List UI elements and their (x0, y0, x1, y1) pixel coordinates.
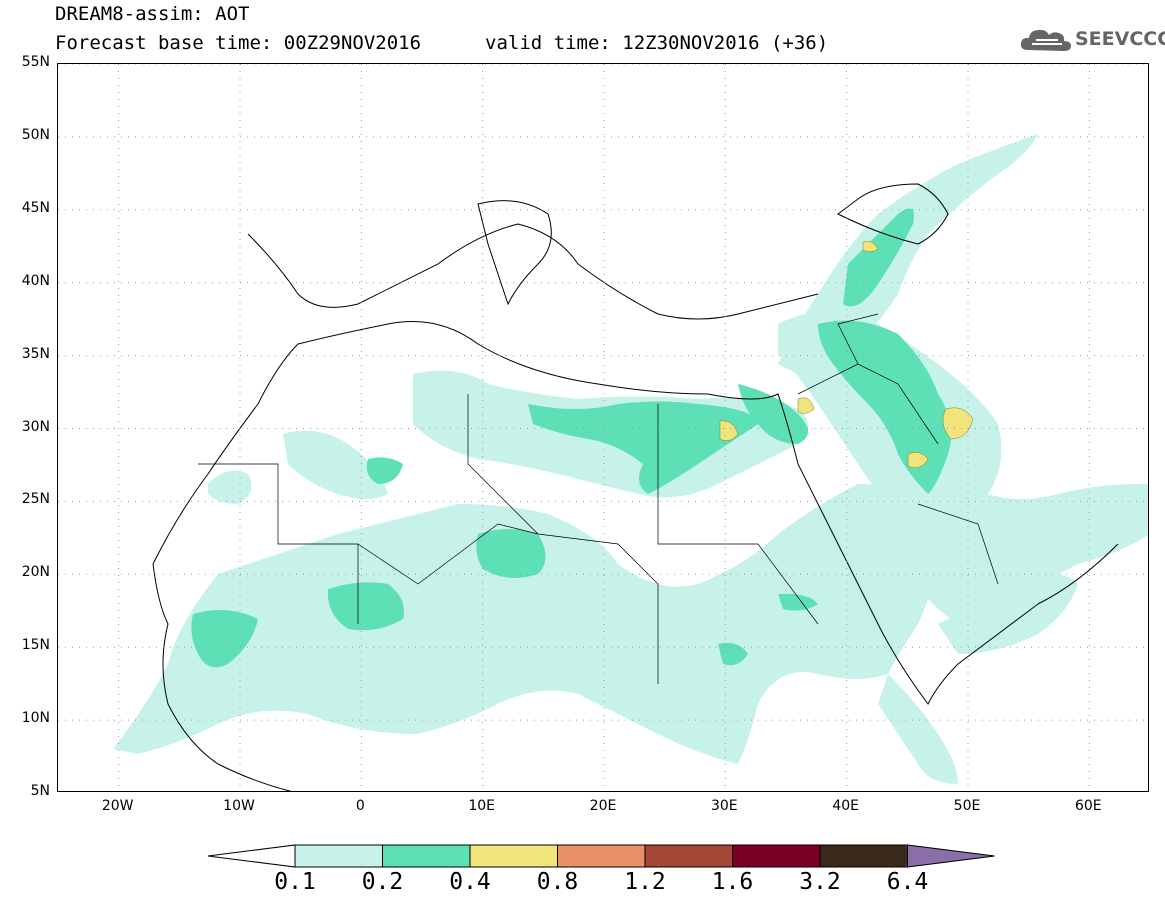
lat-label: 30N (21, 418, 50, 435)
valid-time: valid time: 12Z30NOV2016 (+36) (485, 32, 829, 54)
lon-label: 10E (468, 798, 495, 814)
lon-label: 0 (355, 798, 365, 814)
colorbar-label: 0.1 (274, 869, 316, 895)
colorbar-segment (557, 844, 646, 868)
lat-label: 45N (21, 199, 50, 216)
colorbar-segment (644, 844, 733, 868)
colorbar-segment (382, 844, 471, 868)
lat-label: 40N (21, 272, 50, 289)
map-panel (57, 63, 1149, 792)
colorbar-segment (732, 844, 821, 868)
lon-label: 40E (832, 798, 859, 814)
lon-label: 20E (589, 798, 617, 814)
aot-level-0.2 (191, 208, 952, 668)
colorbar-label: 0.2 (361, 869, 404, 895)
aot-map (58, 64, 1148, 791)
colorbar-segment (469, 844, 558, 868)
colorbar-label: 3.2 (799, 869, 841, 895)
lat-label: 50N (21, 126, 50, 143)
colorbar-label: 0.8 (536, 869, 579, 895)
cloud-icon (1020, 29, 1071, 51)
colorbar-over-triangle (907, 844, 995, 868)
colorbar-label: 6.4 (886, 869, 929, 895)
lat-label: 10N (21, 710, 50, 727)
colorbar-label: 0.4 (449, 869, 491, 895)
coastlines (152, 183, 1119, 791)
colorbar-label: 1.6 (711, 869, 754, 895)
lat-label: 5N (30, 783, 50, 799)
colorbar-under-triangle (207, 844, 296, 868)
colorbar-segment (819, 844, 908, 868)
lat-label: 25N (21, 491, 50, 508)
lon-label: 10W (223, 798, 255, 814)
logo-text: SEEVCCC (1075, 28, 1165, 50)
map-grid (58, 64, 1148, 791)
borders (198, 313, 999, 684)
lat-label: 20N (21, 564, 50, 581)
lon-label: 50E (953, 798, 981, 814)
seevccc-logo: SEEVCCC (1018, 24, 1165, 56)
colorbar-segment (294, 844, 383, 868)
forecast-base-time: Forecast base time: 00Z29NOV2016 (55, 32, 422, 54)
lon-label: 20W (101, 798, 134, 814)
lon-label: 60E (1074, 798, 1102, 814)
lon-label: 30E (710, 798, 738, 814)
aot-level-0.4 (719, 241, 974, 469)
map-title: DREAM8-assim: AOT (55, 3, 250, 25)
lat-label: 55N (21, 54, 50, 70)
lat-label: 15N (21, 637, 50, 654)
colorbar-label: 1.2 (624, 869, 666, 895)
lat-label: 35N (21, 345, 50, 362)
